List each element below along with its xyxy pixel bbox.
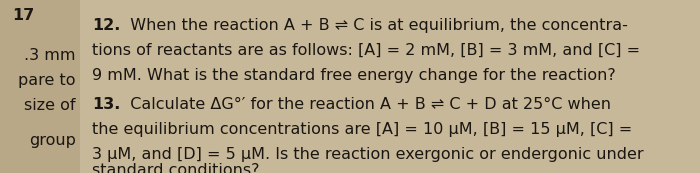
Text: Calculate ΔG°′ for the reaction A + B ⇌ C + D at 25°C when: Calculate ΔG°′ for the reaction A + B ⇌ … bbox=[120, 97, 611, 112]
Text: pare to: pare to bbox=[18, 72, 76, 88]
Text: size of: size of bbox=[25, 98, 76, 112]
Text: standard conditions?: standard conditions? bbox=[92, 163, 260, 173]
Text: 13.: 13. bbox=[92, 97, 120, 112]
Text: tions of reactants are as follows: [A] = 2 mM, [B] = 3 mM, and [C] =: tions of reactants are as follows: [A] =… bbox=[92, 43, 640, 58]
Text: the equilibrium concentrations are [A] = 10 μM, [B] = 15 μM, [C] =: the equilibrium concentrations are [A] =… bbox=[92, 122, 632, 137]
Text: 9 mM. What is the standard free energy change for the reaction?: 9 mM. What is the standard free energy c… bbox=[92, 68, 616, 83]
Text: .3 mm: .3 mm bbox=[25, 48, 76, 62]
Text: 17: 17 bbox=[12, 8, 34, 23]
Text: When the reaction A + B ⇌ C is at equilibrium, the concentra-: When the reaction A + B ⇌ C is at equili… bbox=[120, 18, 629, 33]
Text: 12.: 12. bbox=[92, 18, 120, 33]
Bar bbox=[0, 0, 80, 173]
Text: group: group bbox=[29, 133, 76, 148]
Text: 3 μM, and [D] = 5 μM. Is the reaction exergonic or endergonic under: 3 μM, and [D] = 5 μM. Is the reaction ex… bbox=[92, 147, 643, 162]
